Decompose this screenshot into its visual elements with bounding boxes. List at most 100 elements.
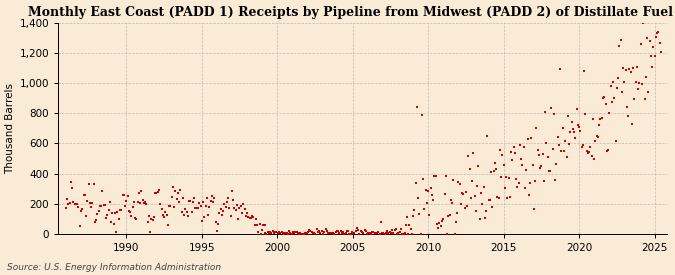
Point bbox=[453, 180, 464, 185]
Point bbox=[205, 199, 216, 203]
Point bbox=[533, 153, 544, 157]
Point bbox=[188, 200, 198, 205]
Point bbox=[132, 200, 143, 204]
Point bbox=[178, 196, 188, 200]
Point bbox=[630, 80, 641, 85]
Point bbox=[402, 214, 412, 219]
Point bbox=[459, 206, 470, 210]
Point bbox=[447, 200, 458, 205]
Point bbox=[622, 105, 632, 109]
Point bbox=[194, 200, 205, 205]
Point bbox=[570, 136, 580, 140]
Point bbox=[313, 230, 323, 235]
Point bbox=[382, 229, 393, 233]
Point bbox=[388, 231, 399, 235]
Point bbox=[109, 210, 120, 215]
Point bbox=[323, 231, 333, 235]
Point bbox=[90, 220, 101, 225]
Point bbox=[62, 197, 73, 201]
Point bbox=[368, 230, 379, 234]
Point bbox=[404, 223, 414, 227]
Point bbox=[626, 122, 637, 126]
Point bbox=[400, 231, 410, 235]
Point bbox=[511, 177, 522, 182]
Point bbox=[467, 179, 478, 184]
Point bbox=[61, 206, 72, 211]
Point bbox=[346, 232, 356, 236]
Point bbox=[389, 228, 400, 232]
Point bbox=[198, 200, 209, 204]
Point bbox=[428, 197, 439, 202]
Point bbox=[126, 214, 137, 218]
Point bbox=[346, 230, 357, 234]
Point bbox=[311, 227, 322, 231]
Point bbox=[612, 86, 622, 90]
Point bbox=[240, 213, 251, 218]
Point bbox=[219, 202, 230, 207]
Point bbox=[437, 219, 448, 224]
Point bbox=[90, 218, 101, 223]
Point bbox=[281, 231, 292, 236]
Point bbox=[84, 201, 95, 206]
Point bbox=[225, 213, 236, 218]
Point bbox=[427, 193, 437, 197]
Point bbox=[171, 197, 182, 202]
Point bbox=[97, 189, 108, 194]
Point bbox=[195, 204, 206, 208]
Point bbox=[583, 151, 593, 155]
Point bbox=[488, 169, 499, 174]
Point bbox=[458, 192, 468, 197]
Point bbox=[93, 209, 104, 213]
Point bbox=[514, 142, 525, 147]
Point bbox=[568, 130, 579, 134]
Point bbox=[243, 215, 254, 219]
Point bbox=[584, 150, 595, 154]
Point bbox=[169, 205, 180, 210]
Point bbox=[189, 196, 200, 201]
Point bbox=[398, 232, 409, 236]
Point bbox=[154, 188, 165, 192]
Text: Source: U.S. Energy Information Administration: Source: U.S. Energy Information Administ… bbox=[7, 263, 221, 272]
Point bbox=[578, 68, 589, 73]
Point bbox=[501, 175, 512, 180]
Point bbox=[568, 127, 578, 131]
Point bbox=[624, 67, 634, 71]
Point bbox=[391, 226, 402, 231]
Point bbox=[150, 191, 161, 196]
Point bbox=[299, 232, 310, 236]
Point bbox=[310, 231, 321, 236]
Point bbox=[180, 207, 191, 211]
Y-axis label: Thousand Barrels: Thousand Barrels bbox=[5, 83, 16, 174]
Point bbox=[234, 206, 245, 210]
Point bbox=[267, 229, 278, 233]
Point bbox=[71, 202, 82, 207]
Point bbox=[236, 204, 246, 208]
Point bbox=[300, 231, 310, 236]
Point bbox=[601, 148, 612, 153]
Point bbox=[157, 213, 168, 218]
Point bbox=[550, 178, 561, 182]
Point bbox=[508, 145, 519, 150]
Point bbox=[479, 215, 490, 220]
Point bbox=[497, 153, 508, 157]
Point bbox=[565, 130, 576, 134]
Point bbox=[500, 185, 510, 190]
Point bbox=[542, 155, 553, 159]
Point bbox=[336, 230, 347, 235]
Point bbox=[308, 231, 319, 235]
Point bbox=[217, 213, 227, 217]
Point bbox=[587, 117, 598, 122]
Point bbox=[111, 230, 122, 235]
Point bbox=[192, 206, 203, 210]
Point bbox=[456, 202, 466, 206]
Point bbox=[647, 65, 657, 70]
Point bbox=[431, 222, 442, 226]
Point bbox=[260, 231, 271, 235]
Point bbox=[629, 97, 640, 101]
Point bbox=[68, 200, 79, 204]
Point bbox=[574, 125, 585, 129]
Point bbox=[64, 200, 75, 205]
Point bbox=[651, 35, 661, 39]
Point bbox=[444, 212, 455, 217]
Point bbox=[654, 41, 665, 45]
